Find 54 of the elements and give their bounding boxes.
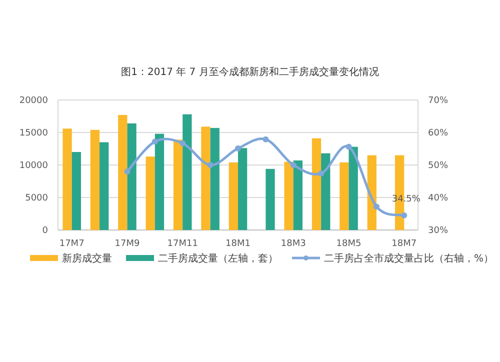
point (262, 136, 269, 142)
point (373, 204, 380, 210)
point (152, 138, 158, 145)
point (180, 140, 186, 146)
legend-label: 二手房成交量（左轴，套） (158, 252, 278, 264)
x-tick-label: 17M7 (59, 239, 84, 249)
legend-label: 新房成交量 (62, 252, 112, 264)
bar (238, 148, 248, 230)
bar (284, 162, 294, 230)
point (235, 145, 241, 152)
point (124, 168, 130, 174)
y2-tick-label: 40% (428, 194, 448, 204)
bar (293, 160, 303, 230)
bar (127, 123, 136, 230)
bar (100, 142, 109, 230)
x-tick-label: 17M11 (167, 239, 198, 249)
x-tick-label: 17M9 (114, 239, 140, 249)
y2-tick-label: 60% (428, 128, 448, 138)
point (318, 170, 324, 176)
point (207, 162, 214, 168)
x-tick-label: 18M5 (336, 239, 362, 249)
y-tick-label: 0 (42, 226, 48, 236)
bar (312, 138, 322, 230)
bar (146, 156, 155, 230)
bar (62, 128, 72, 230)
y-tick-label: 20000 (19, 96, 48, 106)
bar (210, 128, 220, 230)
bar (367, 155, 376, 230)
x-tick-label: 18M1 (226, 239, 250, 249)
bar (201, 126, 210, 230)
bar (173, 140, 183, 230)
point (290, 162, 296, 168)
y-tick-label: 10000 (19, 161, 48, 171)
y2-tick-label: 70% (428, 96, 448, 106)
y2-tick-label: 30% (428, 226, 448, 236)
y-tick-label: 5000 (25, 194, 48, 204)
bar (90, 130, 100, 230)
y-tick-label: 15000 (19, 128, 48, 138)
bar (154, 134, 164, 230)
point (401, 212, 408, 218)
x-tick-label: 18M7 (392, 239, 417, 249)
y2-tick-label: 50% (428, 161, 448, 171)
bar (72, 152, 81, 230)
bar (118, 114, 128, 230)
bar (266, 168, 275, 230)
chart-title: 图1：2017 年 7 月至今成都新房和二手房成交量变化情况 (121, 66, 379, 78)
bar (321, 153, 330, 230)
point (346, 144, 352, 150)
legend-label: 二手房占全市成交量占比（右轴，%） (324, 252, 494, 264)
bar (340, 162, 349, 230)
x-tick-label: 18M3 (280, 239, 306, 249)
bar (228, 162, 238, 230)
bar (348, 146, 358, 230)
bar (182, 114, 192, 230)
